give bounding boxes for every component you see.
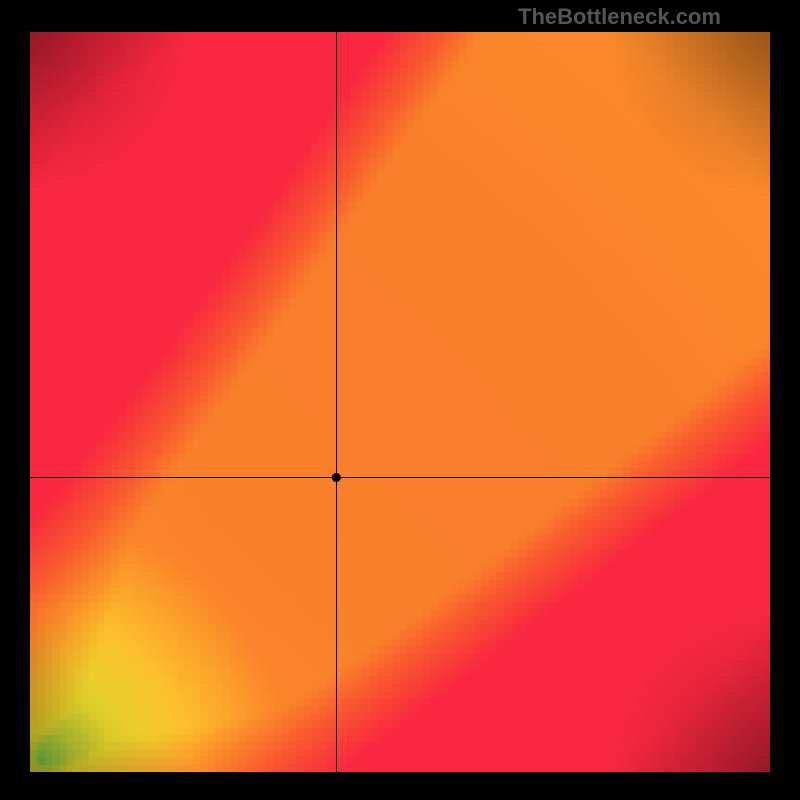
- bottleneck-heatmap: [30, 32, 770, 772]
- attribution-text: TheBottleneck.com: [518, 4, 721, 30]
- chart-container: TheBottleneck.com: [0, 0, 800, 800]
